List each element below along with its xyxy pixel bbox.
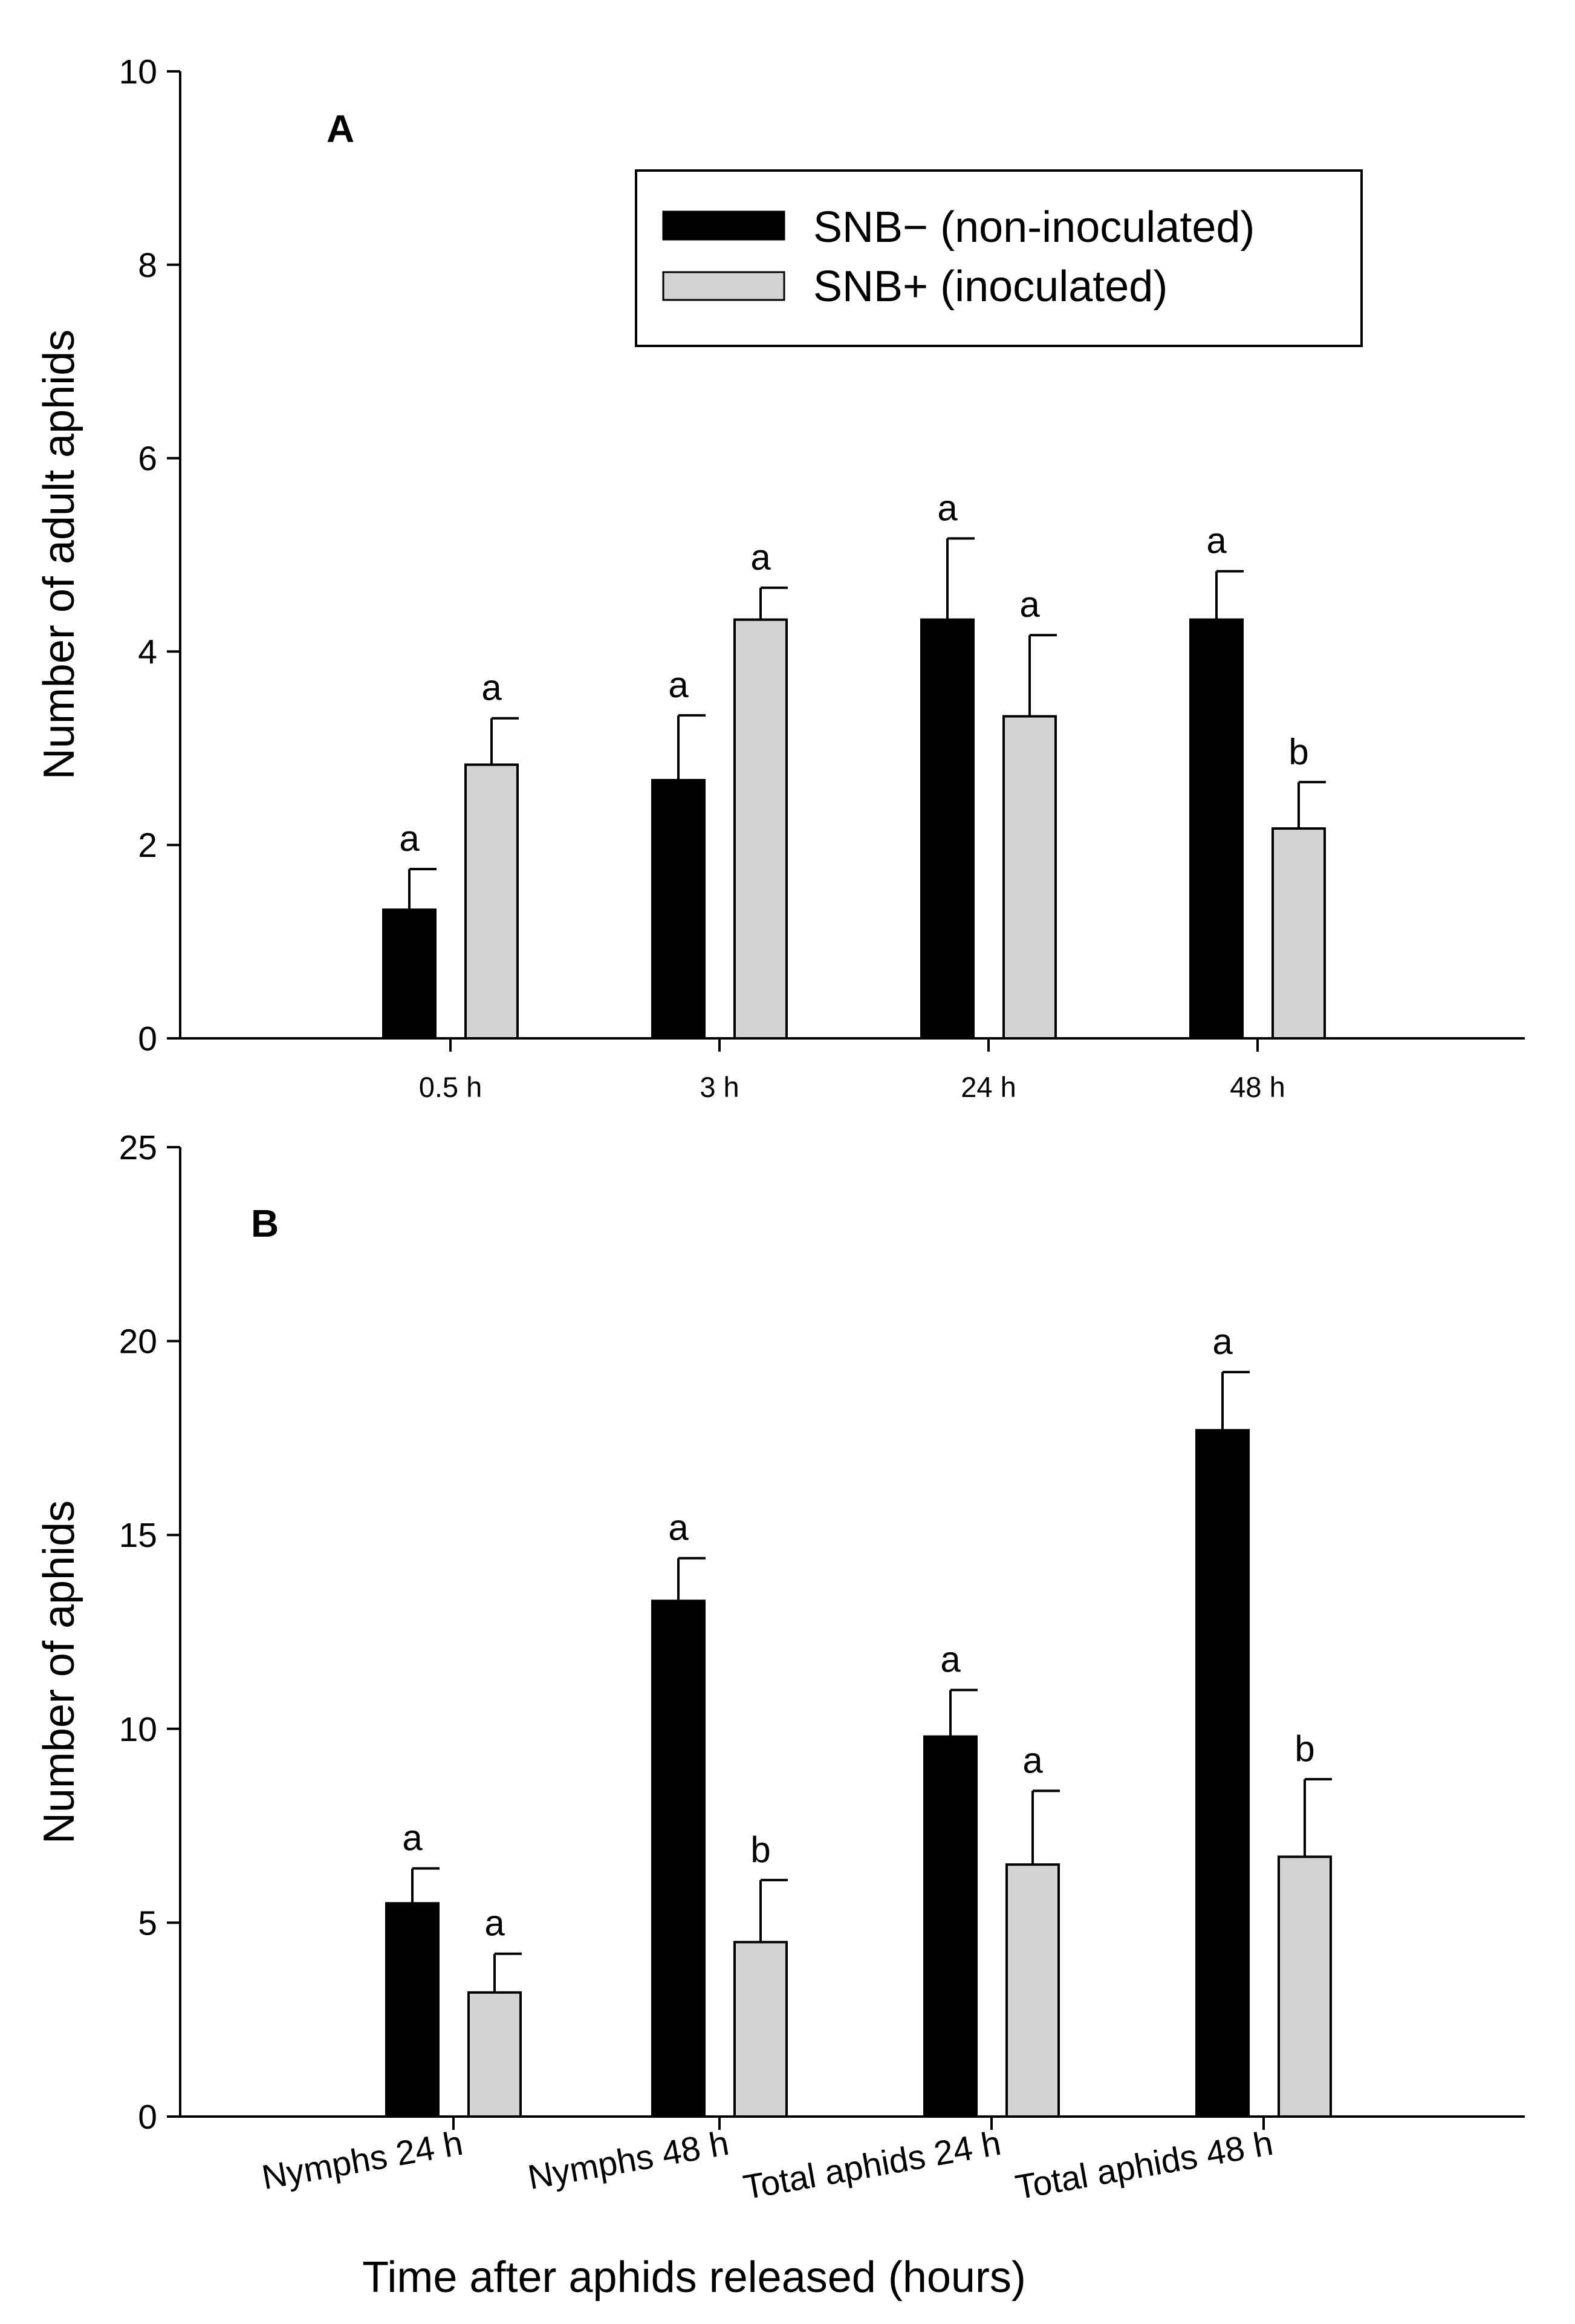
significance-letter: a xyxy=(937,487,958,528)
bar-snb-minus xyxy=(651,1600,706,2118)
legend-box xyxy=(635,169,1363,347)
significance-letter: a xyxy=(1212,1321,1233,1362)
bar-snb-plus xyxy=(1271,827,1326,1040)
y-tick-label: 0 xyxy=(138,1020,157,1058)
y-tick-label: 15 xyxy=(119,1516,157,1555)
bar-snb-minus xyxy=(382,908,437,1040)
x-category-label: 3 h xyxy=(700,1071,739,1103)
panel-b-y-ticks: 0 5 10 15 20 25 xyxy=(119,1128,180,2137)
bar-snb-plus xyxy=(1278,1855,1332,2118)
bar-snb-minus xyxy=(1189,618,1244,1040)
panel-a-y-ticks: 0 2 4 6 8 10 xyxy=(119,53,180,1058)
panel-b-label: B xyxy=(251,1202,279,1245)
x-category-label: Nymphs 48 h xyxy=(525,2124,732,2197)
significance-letter: b xyxy=(1288,731,1308,772)
bar-snb-minus xyxy=(920,618,975,1040)
bar-snb-minus xyxy=(1195,1429,1250,2118)
bar-snb-plus xyxy=(733,1941,788,2118)
y-tick-label: 20 xyxy=(119,1323,157,1361)
significance-letter: a xyxy=(940,1639,961,1680)
significance-letter: a xyxy=(1019,584,1040,625)
significance-letter: a xyxy=(484,1903,505,1944)
panel-a-label: A xyxy=(326,107,354,151)
y-tick-label: 8 xyxy=(138,246,157,285)
significance-letter: b xyxy=(750,1829,770,1870)
bar-snb-minus xyxy=(651,779,706,1040)
legend-label-snb-plus: SNB+ (inoculated) xyxy=(813,262,1167,311)
y-tick-label: 6 xyxy=(138,440,157,478)
panel-b-bars: a a a a a b a b xyxy=(385,1321,1332,2118)
y-tick-label: 5 xyxy=(138,1904,157,1942)
x-category-label: 0.5 h xyxy=(419,1071,482,1103)
significance-letter: b xyxy=(1294,1728,1314,1769)
significance-letter: a xyxy=(668,1508,689,1548)
significance-letter: a xyxy=(399,818,420,859)
bar-snb-plus xyxy=(733,618,788,1040)
y-tick-label: 25 xyxy=(119,1128,157,1167)
significance-letter: a xyxy=(750,537,771,578)
bar-snb-minus xyxy=(385,1902,440,2118)
x-category-label: Total aphids 24 h xyxy=(741,2124,1004,2207)
legend: SNB− (non-inoculated) SNB+ (inoculated) xyxy=(635,169,1363,347)
y-tick-label: 4 xyxy=(138,633,157,671)
bar-snb-minus xyxy=(923,1735,978,2118)
bar-snb-plus xyxy=(467,1991,522,2118)
x-category-label: Nymphs 24 h xyxy=(259,2124,466,2197)
y-tick-label: 10 xyxy=(119,1710,157,1749)
x-category-label: Total aphids 48 h xyxy=(1013,2124,1276,2207)
y-tick-label: 2 xyxy=(138,826,157,865)
significance-letter: a xyxy=(1022,1740,1043,1780)
bar-snb-plus xyxy=(1005,1863,1060,2118)
bar-snb-plus xyxy=(1002,715,1057,1040)
significance-letter: a xyxy=(1206,521,1227,561)
panel-a-y-title: Number of adult aphids xyxy=(35,330,83,780)
x-category-label: 24 h xyxy=(961,1071,1016,1103)
legend-swatch-snb-plus xyxy=(662,271,785,301)
significance-letter: a xyxy=(402,1818,423,1858)
panel-a-bars: a a a a a a a b xyxy=(382,487,1326,1040)
legend-label-snb-minus: SNB− (non-inoculated) xyxy=(813,203,1255,252)
significance-letter: a xyxy=(668,665,689,705)
y-tick-label: 10 xyxy=(119,53,157,91)
legend-swatch-snb-minus xyxy=(662,210,785,241)
significance-letter: a xyxy=(481,668,502,708)
panel-b-y-title: Number of aphids xyxy=(35,1500,83,1844)
y-tick-label: 0 xyxy=(138,2098,157,2137)
x-category-label: 48 h xyxy=(1230,1071,1285,1103)
x-axis-title: Time after aphids released (hours) xyxy=(362,2253,1026,2302)
bar-snb-plus xyxy=(464,763,519,1040)
panel-a: A 0 2 4 6 8 10 a a a a a a a b 0.5 h 3 h 24 h 48 h Numb… xyxy=(35,53,1525,1103)
panel-a-x-categories: 0.5 h 3 h 24 h 48 h xyxy=(419,1038,1285,1103)
